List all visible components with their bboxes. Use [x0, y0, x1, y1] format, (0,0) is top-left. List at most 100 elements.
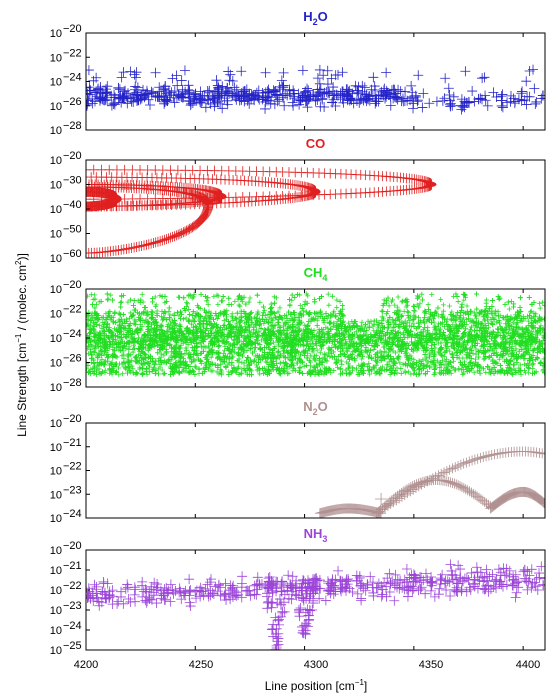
data-point — [385, 100, 396, 111]
data-point — [392, 92, 403, 103]
data-point — [185, 100, 196, 111]
data-point — [106, 335, 112, 341]
data-point — [260, 310, 266, 316]
data-point — [522, 91, 533, 102]
data-point — [418, 88, 429, 99]
data-point — [169, 97, 180, 108]
data-point — [187, 354, 193, 360]
data-point — [324, 353, 330, 359]
data-point — [315, 101, 326, 112]
data-point — [334, 304, 340, 310]
data-point — [497, 89, 508, 100]
data-point — [396, 353, 402, 359]
data-point — [251, 87, 262, 98]
data-point — [124, 243, 135, 254]
data-point — [243, 92, 254, 103]
data-point — [314, 347, 320, 353]
data-point — [111, 194, 122, 205]
data-point — [303, 85, 314, 96]
data-point — [541, 356, 545, 362]
data-point — [203, 310, 209, 316]
data-point — [400, 86, 411, 97]
data-point — [412, 96, 423, 107]
data-point — [186, 223, 197, 234]
data-point — [160, 81, 171, 92]
data-point — [350, 349, 356, 355]
data-point — [143, 239, 154, 250]
data-point — [253, 85, 264, 96]
data-point — [385, 309, 391, 315]
data-point — [253, 327, 259, 333]
data-point — [144, 371, 150, 377]
data-point — [132, 82, 143, 93]
data-point — [150, 237, 161, 248]
data-point — [473, 346, 479, 352]
data-point — [200, 102, 211, 113]
data-point — [278, 67, 289, 78]
data-point — [438, 326, 444, 332]
data-point — [363, 91, 374, 102]
data-point — [337, 299, 343, 305]
data-point — [209, 361, 215, 367]
data-point — [411, 371, 417, 377]
data-point — [312, 84, 323, 95]
data-point — [381, 67, 392, 78]
data-point — [482, 100, 493, 111]
data-point — [538, 359, 544, 365]
data-point — [232, 349, 238, 355]
y-tick-label: 10 — [50, 28, 62, 40]
data-point — [207, 321, 213, 327]
data-point — [261, 308, 267, 314]
data-point — [421, 325, 427, 331]
data-point — [448, 91, 459, 102]
data-point — [496, 356, 502, 362]
data-point — [284, 315, 290, 321]
data-point — [253, 362, 259, 368]
data-point — [325, 350, 331, 356]
data-point — [260, 87, 271, 98]
data-point — [162, 95, 173, 106]
data-point — [400, 332, 406, 338]
data-point — [105, 321, 111, 327]
data-point — [220, 323, 226, 329]
data-point — [143, 94, 154, 105]
data-point — [184, 301, 190, 307]
data-point — [111, 363, 117, 369]
data-point — [335, 92, 346, 103]
data-point — [330, 293, 336, 299]
data-point — [122, 88, 133, 99]
data-point — [278, 92, 289, 103]
data-point — [236, 302, 242, 308]
data-point — [466, 346, 472, 352]
data-point — [331, 89, 342, 100]
data-point — [89, 96, 100, 107]
data-point — [282, 354, 288, 360]
data-point — [329, 345, 335, 351]
data-point — [318, 70, 329, 81]
data-point — [496, 95, 507, 106]
data-point — [479, 72, 490, 83]
data-point — [445, 98, 456, 109]
data-point — [516, 312, 522, 318]
data-point — [275, 84, 286, 95]
data-point — [330, 324, 336, 330]
data-point — [290, 318, 296, 324]
data-point — [282, 321, 288, 327]
data-point — [94, 87, 105, 98]
data-point — [516, 95, 527, 106]
data-point — [227, 76, 238, 87]
data-point — [525, 370, 531, 376]
data-point — [521, 76, 532, 87]
data-point — [171, 322, 177, 328]
data-point — [363, 328, 369, 334]
data-point — [483, 300, 489, 306]
y-tick-label: 10 — [50, 204, 62, 216]
data-point — [118, 300, 124, 306]
data-point — [118, 325, 124, 331]
data-point — [145, 99, 156, 110]
data-point — [131, 87, 142, 98]
data-point — [139, 92, 150, 103]
data-point — [262, 86, 273, 97]
data-point — [280, 359, 286, 365]
